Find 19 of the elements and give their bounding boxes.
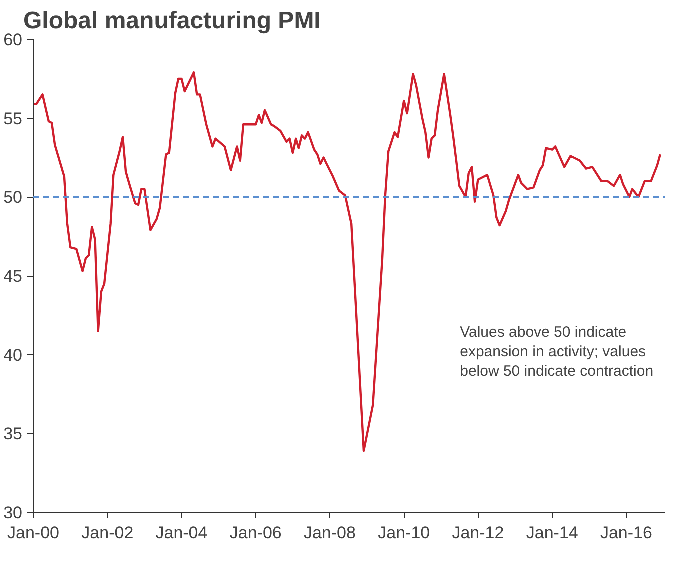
y-tick-label: 55 bbox=[4, 109, 23, 128]
line-series bbox=[34, 72, 662, 452]
y-tick-label: 35 bbox=[4, 424, 23, 444]
y-tick-label: 30 bbox=[4, 504, 23, 522]
y-tick-label: 45 bbox=[4, 267, 23, 286]
annotation: Values above 50 indicate expansion in activity; values below 50 indicate contraction bbox=[460, 324, 654, 380]
chart-title: Global manufacturing PMI bbox=[24, 8, 321, 34]
x-tick-label: Jan-00 bbox=[8, 524, 60, 542]
x-tick-label: Jan-16 bbox=[600, 524, 652, 542]
x-tick-label: Jan-04 bbox=[156, 524, 208, 542]
y-tick-label: 40 bbox=[4, 346, 23, 365]
y-tick-label: 60 bbox=[4, 30, 23, 50]
x-tick-label: Jan-06 bbox=[230, 524, 282, 542]
x-tick-label: Jan-10 bbox=[378, 524, 430, 542]
y-tick-label: 50 bbox=[4, 188, 23, 208]
x-tick-label: Jan-08 bbox=[304, 524, 356, 542]
x-tick-label: Jan-14 bbox=[526, 524, 578, 542]
x-tick-label: Jan-12 bbox=[452, 524, 504, 542]
x-tick-label: Jan-02 bbox=[82, 524, 134, 542]
